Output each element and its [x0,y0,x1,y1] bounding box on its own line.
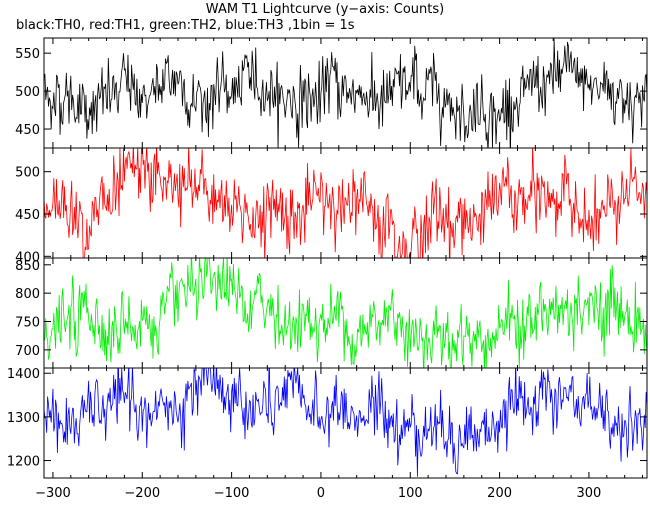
series-line-th2 [44,258,647,368]
panel-frame [43,367,648,479]
y-tick-label: 700 [15,344,40,359]
y-tick-label: 550 [15,47,40,62]
y-tick-label: 1400 [7,367,40,382]
chart-title: WAM T1 Lightcurve (y−axis: Counts) [205,2,445,17]
series-line-th1 [44,148,647,258]
chart-subtitle: black:TH0, red:TH1, green:TH2, blue:TH3 … [16,18,355,33]
panel-th2: 700 750 800 850 [15,257,648,369]
y-tick-label: 500 [15,85,40,100]
y-tick-label: 450 [15,123,40,138]
panel-th1: 400 450 500 [15,147,648,265]
y-tick-label: 500 [15,166,40,181]
panel-th0: 450 500 550 [15,37,648,149]
y-tick-label: 850 [15,259,40,274]
x-tick-label: 0 [317,486,325,501]
series-line-th3 [44,368,647,477]
y-tick-label: 750 [15,316,40,331]
panel-th3: 1200 1300 1400 [7,367,648,479]
y-tick-label: 1200 [7,455,40,470]
y-tick-label: 1300 [7,411,40,426]
x-tick-label: 200 [487,486,512,501]
panel-frame [43,257,648,369]
x-tick-label: 100 [398,486,423,501]
x-tick-label: −200 [124,486,160,501]
y-tick-label: 400 [15,250,40,265]
x-tick-label: −300 [35,486,71,501]
series-line-th0 [44,38,647,148]
y-tick-label: 450 [15,208,40,223]
x-tick-label: −100 [214,486,250,501]
y-tick-label: 800 [15,287,40,302]
x-tick-label: 300 [577,486,602,501]
